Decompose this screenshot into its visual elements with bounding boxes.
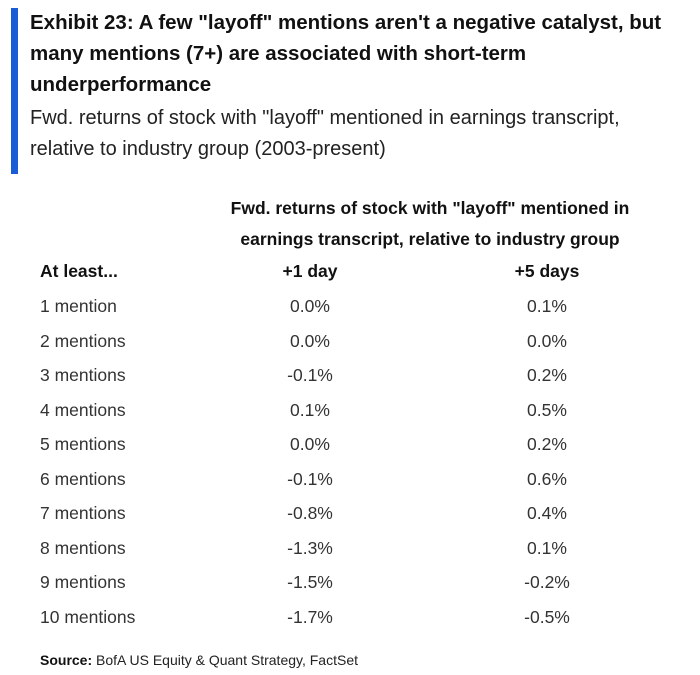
- exhibit-subtitle: Fwd. returns of stock with "layoff" ment…: [30, 107, 620, 160]
- table-row: 3 mentions -0.1% 0.2%: [0, 360, 700, 395]
- mention-count-cell: 1 mention: [40, 296, 117, 316]
- source-label: Source:: [40, 652, 93, 668]
- table-row: 10 mentions -1.7% -0.5%: [0, 602, 700, 637]
- return-1-day-cell: 0.0%: [290, 434, 330, 454]
- return-1-day-cell: 0.0%: [290, 296, 330, 316]
- source-note: Source: BofA US Equity & Quant Strategy,…: [40, 650, 358, 670]
- table-row: 1 mention 0.0% 0.1%: [0, 291, 700, 326]
- return-5-days-cell: 0.6%: [527, 468, 567, 489]
- accent-bar: [11, 8, 18, 174]
- return-1-day-cell: -1.5%: [287, 572, 333, 592]
- return-5-days-cell: 0.1%: [527, 296, 567, 316]
- table-body: 1 mention 0.0% 0.1% 2 mentions 0.0% 0.0%…: [0, 291, 700, 636]
- column-header-threshold: At least...: [40, 261, 118, 281]
- return-1-day-cell: -0.1%: [287, 468, 333, 489]
- mention-count-cell: 9 mentions: [40, 572, 126, 592]
- exhibit-title: Exhibit 23: A few "layoff" mentions aren…: [30, 11, 662, 96]
- mention-count-cell: 5 mentions: [40, 434, 126, 454]
- table-row: 8 mentions -1.3% 0.1%: [0, 533, 700, 568]
- table-row: 6 mentions -0.1% 0.6%: [0, 464, 700, 499]
- return-5-days-cell: 0.5%: [527, 399, 567, 420]
- return-5-days-cell: -0.2%: [524, 572, 570, 592]
- table-group-header: Fwd. returns of stock with "layoff" ment…: [230, 198, 630, 249]
- return-5-days-cell: 0.2%: [527, 434, 567, 454]
- return-5-days-cell: 0.1%: [527, 537, 567, 558]
- table-row: 4 mentions 0.1% 0.5%: [0, 395, 700, 430]
- return-5-days-cell: 0.4%: [527, 503, 567, 523]
- return-1-day-cell: -1.3%: [287, 537, 333, 558]
- mention-count-cell: 2 mentions: [40, 330, 126, 351]
- return-1-day-cell: -0.8%: [287, 503, 333, 523]
- mention-count-cell: 7 mentions: [40, 503, 126, 523]
- return-1-day-cell: -0.1%: [287, 365, 333, 385]
- mention-count-cell: 4 mentions: [40, 399, 126, 420]
- mention-count-cell: 8 mentions: [40, 537, 126, 558]
- return-5-days-cell: 0.0%: [527, 330, 567, 351]
- return-1-day-cell: 0.1%: [290, 399, 330, 420]
- table-row: 5 mentions 0.0% 0.2%: [0, 429, 700, 464]
- return-5-days-cell: -0.5%: [524, 606, 570, 627]
- column-header-5-days: +5 days: [514, 261, 580, 281]
- mention-count-cell: 6 mentions: [40, 468, 126, 489]
- return-1-day-cell: 0.0%: [290, 330, 330, 351]
- table-row: 7 mentions -0.8% 0.4%: [0, 498, 700, 533]
- mention-count-cell: 10 mentions: [40, 606, 136, 627]
- table-row: 2 mentions 0.0% 0.0%: [0, 326, 700, 361]
- return-5-days-cell: 0.2%: [527, 365, 567, 385]
- mention-count-cell: 3 mentions: [40, 365, 126, 385]
- source-text: BofA US Equity & Quant Strategy, FactSet: [92, 652, 358, 668]
- column-header-1-day: +1 day: [282, 261, 338, 281]
- table-row: 9 mentions -1.5% -0.2%: [0, 567, 700, 602]
- return-1-day-cell: -1.7%: [287, 606, 333, 627]
